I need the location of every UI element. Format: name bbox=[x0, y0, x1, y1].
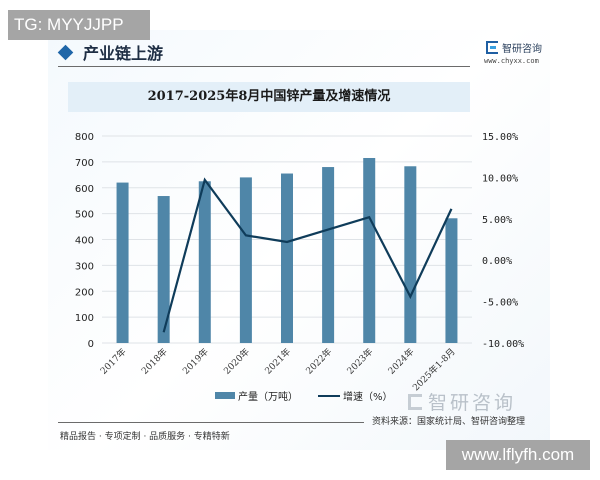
y-left-tick: 800 bbox=[75, 132, 94, 143]
y-right-tick: 5.00% bbox=[482, 215, 512, 226]
x-tick: 2020年 bbox=[221, 346, 252, 377]
bar bbox=[404, 166, 417, 343]
y-right-tick: -5.00% bbox=[482, 298, 518, 309]
bar bbox=[281, 173, 293, 343]
brand-url: www.chyxx.com bbox=[484, 57, 539, 65]
section-header: 产业链上游 bbox=[57, 40, 164, 64]
y-right-tick: 0.00% bbox=[482, 256, 512, 267]
brand-watermark-text: 智研咨询 bbox=[428, 392, 517, 414]
y-left-tick: 0 bbox=[88, 339, 94, 350]
bar bbox=[322, 167, 335, 343]
footer-slogan: 精品报告 · 专项定制 · 品质服务 · 专精特新 bbox=[60, 432, 230, 442]
bar bbox=[363, 157, 376, 343]
brand-logo-icon bbox=[486, 41, 498, 54]
watermark-bottom: www.lflyfh.com bbox=[446, 440, 590, 470]
y-left-tick: 400 bbox=[75, 236, 94, 247]
legend-bar-label: 产量（万吨） bbox=[238, 392, 298, 403]
legend-line-label: 增速（%） bbox=[343, 392, 393, 403]
x-tick: 2023年 bbox=[344, 346, 375, 377]
bar bbox=[198, 181, 211, 343]
x-tick: 2017年 bbox=[98, 346, 129, 377]
bar bbox=[239, 177, 252, 343]
y-right-tick: 10.00% bbox=[482, 173, 518, 184]
y-left-tick: 600 bbox=[75, 184, 94, 195]
legend-line-swatch bbox=[318, 394, 340, 397]
bar bbox=[157, 196, 170, 343]
section-title: 产业链上游 bbox=[83, 44, 164, 63]
y-left-tick: 300 bbox=[75, 261, 94, 272]
growth-line bbox=[162, 177, 453, 333]
data-source: 资料来源：国家统计局、智研咨询整理 bbox=[372, 417, 526, 427]
brand-logo: 智研咨询 bbox=[486, 40, 542, 55]
bar bbox=[445, 218, 458, 343]
x-tick: 2025年1-8月 bbox=[410, 346, 458, 394]
y-right-tick: 15.00% bbox=[482, 132, 518, 143]
watermark-top: TG: MYYJJPP bbox=[8, 10, 150, 40]
x-tick: 2021年 bbox=[262, 346, 293, 377]
y-left-tick: 700 bbox=[75, 158, 94, 169]
legend-bar-swatch bbox=[215, 392, 235, 399]
brand-name: 智研咨询 bbox=[502, 44, 542, 55]
y-left-tick: 200 bbox=[75, 287, 94, 298]
x-tick: 2024年 bbox=[385, 346, 416, 377]
y-left-tick: 500 bbox=[75, 210, 94, 221]
y-left-tick: 100 bbox=[75, 313, 94, 324]
y-right-tick: -10.00% bbox=[482, 339, 524, 350]
footer-divider bbox=[58, 422, 364, 423]
chart-title: 2017-2025年8月中国锌产量及增速情况 bbox=[147, 89, 391, 104]
brand-watermark: 智研咨询 bbox=[408, 388, 516, 415]
brand-watermark-icon bbox=[408, 393, 422, 410]
chart-title-band bbox=[68, 82, 470, 112]
header-divider bbox=[58, 66, 470, 67]
x-tick: 2022年 bbox=[303, 346, 334, 377]
x-tick: 2019年 bbox=[180, 346, 211, 377]
bar bbox=[116, 182, 129, 343]
x-tick: 2018年 bbox=[139, 346, 170, 377]
chart-legend: 产量（万吨） 增速（%） bbox=[215, 388, 393, 403]
